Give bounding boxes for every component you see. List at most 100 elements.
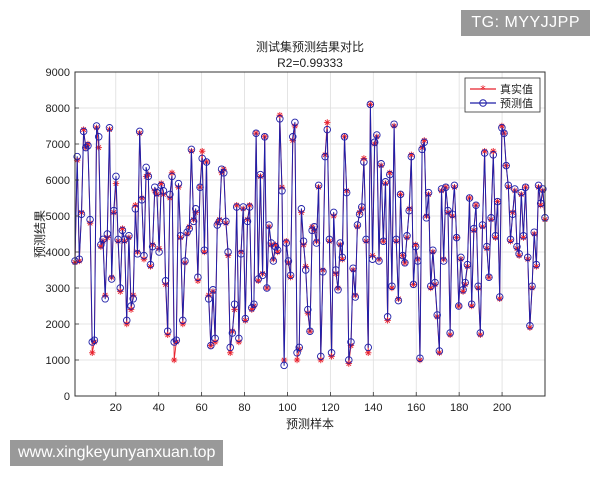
predicted-value-point	[409, 280, 418, 289]
predicted-value-point	[366, 100, 375, 109]
predicted-value-point	[224, 248, 232, 256]
predicted-value-point	[321, 152, 329, 161]
predicted-value-point	[422, 214, 431, 222]
predicted-value-point	[157, 181, 165, 190]
predicted-value-point	[129, 295, 137, 303]
predicted-value-point	[513, 242, 521, 251]
grid-lines	[75, 72, 545, 396]
predicted-value-point	[291, 118, 299, 127]
predicted-value-point	[467, 300, 476, 308]
x-tick-label: 80	[238, 402, 250, 414]
y-tick-label: 1000	[46, 355, 70, 367]
predicted-value-point	[209, 286, 217, 294]
predicted-value-point	[187, 145, 196, 154]
plot-frame	[74, 71, 546, 397]
predicted-value-point	[207, 341, 215, 350]
predicted-value-point	[258, 271, 267, 280]
predicted-value-point	[273, 246, 282, 254]
predicted-value-point	[213, 221, 222, 229]
predicted-value-point	[362, 235, 370, 244]
predicted-value-point	[457, 253, 465, 262]
predicted-value-point	[189, 217, 198, 226]
predicted-value-point	[284, 257, 293, 265]
predicted-value-point	[252, 129, 260, 137]
predicted-value-point	[140, 251, 148, 260]
predicted-value-point	[364, 343, 372, 352]
chart-title: 测试集预测结果对比	[256, 39, 364, 54]
predicted-value-point	[403, 232, 411, 240]
predicted-value-point	[174, 179, 183, 188]
predicted-value-point	[519, 232, 528, 240]
predicted-value-point	[487, 214, 495, 222]
predicted-value-point	[418, 145, 426, 154]
x-tick-label: 100	[278, 402, 296, 414]
predicted-value-point	[125, 232, 133, 240]
series-layer	[71, 100, 549, 370]
x-tick-label: 180	[450, 402, 468, 414]
predicted-value-point	[342, 188, 351, 197]
y-tick-label: 8000	[46, 103, 70, 115]
y-tick-label: 2000	[46, 319, 70, 331]
chart-subtitle: R2=0.99333	[277, 56, 343, 70]
predicted-value-point	[351, 293, 360, 301]
predicted-value-point	[463, 260, 472, 269]
predicted-value-point	[338, 253, 347, 262]
predicted-value-point	[470, 224, 478, 233]
y-tick-label: 3000	[46, 283, 70, 295]
predicted-value-point	[539, 185, 547, 193]
true-value-point	[89, 349, 96, 356]
predicted-value-point	[202, 158, 211, 166]
predicted-value-point	[191, 205, 200, 213]
predicted-value-point	[110, 206, 118, 215]
predicted-value-point	[84, 142, 92, 150]
predicted-value-point	[429, 246, 437, 254]
predicted-value-point	[493, 197, 502, 206]
predicted-value-point	[112, 172, 120, 181]
predicted-value-point	[211, 334, 219, 343]
predicted-value-point	[334, 286, 342, 294]
legend-pred-label: 预测值	[500, 97, 533, 110]
predicted-value-point	[375, 257, 383, 265]
predicted-value-point	[99, 235, 107, 244]
predicted-value-point	[179, 316, 187, 325]
predicted-value-point	[452, 233, 461, 242]
predicted-value-point	[472, 201, 480, 209]
predicted-value-point	[135, 127, 144, 136]
predicted-value-point	[168, 172, 176, 181]
predicted-value-point	[82, 143, 90, 152]
predicted-value-point	[495, 293, 504, 301]
predicted-value-point	[217, 165, 226, 173]
predicted-value-point	[483, 242, 491, 251]
predicted-value-point	[271, 242, 280, 251]
predicted-value-point	[107, 275, 116, 283]
predicted-value-point	[155, 248, 163, 256]
predicted-value-point	[314, 181, 323, 190]
predicted-value-point	[392, 235, 400, 244]
predicted-value-point	[381, 178, 390, 186]
legend-true-marker: *	[480, 83, 486, 96]
predicted-value-point	[196, 183, 204, 191]
predicted-value-point	[94, 133, 103, 141]
predicted-value-point	[243, 217, 252, 226]
predicted-value-point	[220, 169, 228, 177]
predicted-value-point	[278, 187, 286, 195]
predicted-value-point	[103, 230, 112, 238]
predicted-value-point	[536, 199, 545, 208]
predicted-value-point	[329, 208, 338, 217]
predicted-value-point	[414, 257, 422, 265]
predicted-value-point	[327, 349, 336, 357]
predicted-value-point	[508, 210, 517, 218]
predicted-value-point	[250, 300, 258, 308]
predicted-value-point	[476, 329, 485, 337]
predicted-value-point	[142, 163, 150, 172]
predicted-value-point	[437, 185, 446, 193]
predicted-value-point	[263, 284, 271, 292]
predicted-value-point	[394, 296, 403, 305]
predicted-value-point	[86, 215, 94, 224]
x-tick-label: 120	[321, 402, 339, 414]
predicted-value-point	[308, 226, 316, 235]
predicted-value-point	[511, 185, 519, 193]
predicted-value-point	[92, 122, 101, 130]
predicted-value-point	[260, 133, 269, 141]
